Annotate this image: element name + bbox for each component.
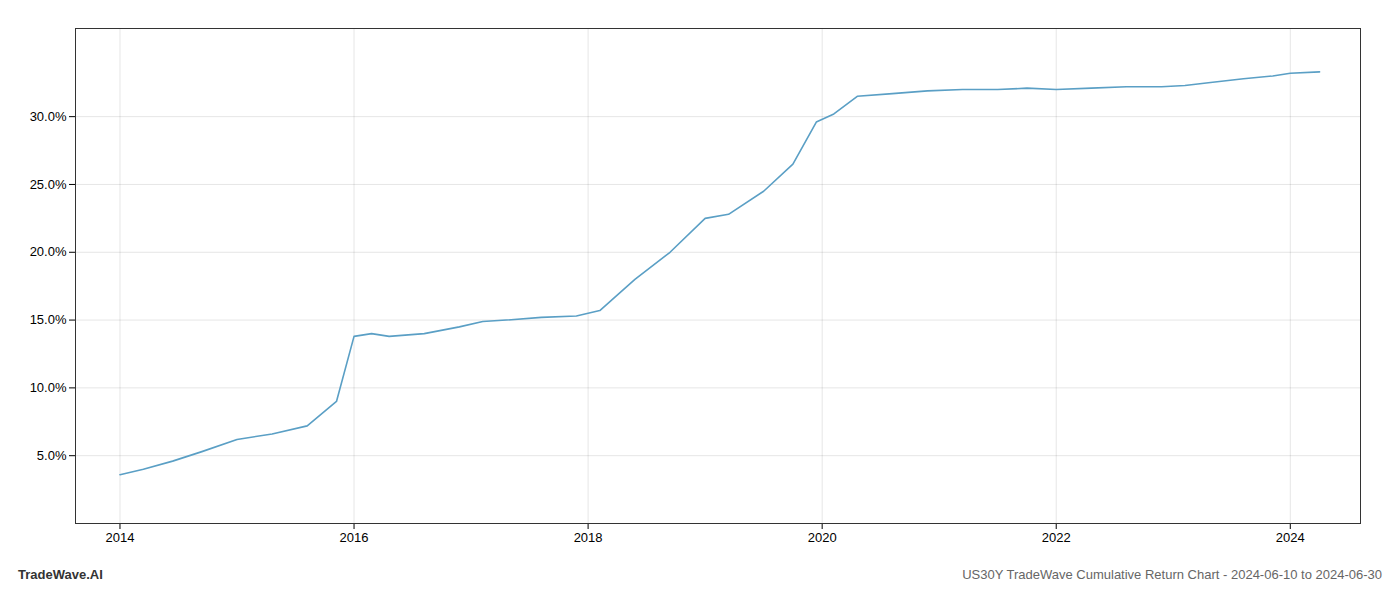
html-text:TradeWave.AI: TradeWave.AI <box>18 567 103 582</box>
html-text:US30Y TradeWave Cumulative Ret: US30Y TradeWave Cumulative Return Chart … <box>962 567 1382 582</box>
svg-text:2022: 2022 <box>1042 530 1071 545</box>
svg-text:2016: 2016 <box>340 530 369 545</box>
svg-text:2014: 2014 <box>106 530 135 545</box>
svg-text:5.0%: 5.0% <box>37 448 67 463</box>
svg-text:2018: 2018 <box>574 530 603 545</box>
svg-text:2020: 2020 <box>808 530 837 545</box>
svg-text:25.0%: 25.0% <box>30 177 67 192</box>
svg-text:20.0%: 20.0% <box>30 244 67 259</box>
svg-text:10.0%: 10.0% <box>30 380 67 395</box>
svg-text:2024: 2024 <box>1276 530 1305 545</box>
svg-text:15.0%: 15.0% <box>30 312 67 327</box>
svg-text:30.0%: 30.0% <box>30 109 67 124</box>
